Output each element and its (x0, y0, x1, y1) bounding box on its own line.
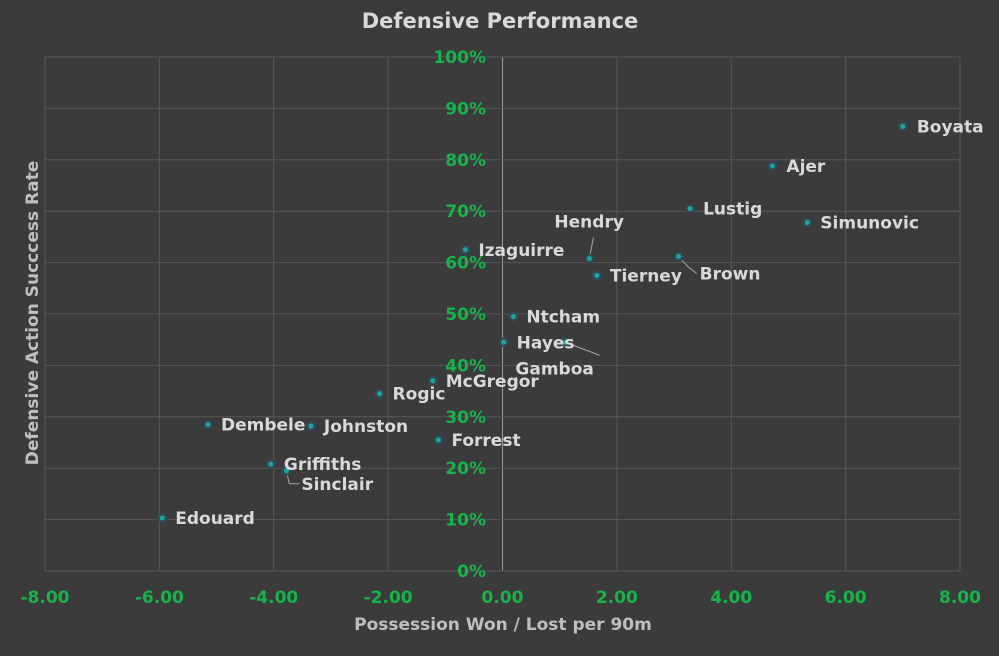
y-tick-label: 30% (445, 408, 486, 428)
point-marker (308, 423, 314, 429)
point-label: Boyata (917, 117, 984, 137)
x-tick-label: 8.00 (939, 588, 981, 608)
point-marker (769, 163, 775, 169)
point-marker (283, 468, 289, 474)
y-tick-label: 80% (445, 151, 486, 171)
y-tick-label: 0% (457, 562, 486, 582)
x-tick-label: -2.00 (364, 588, 413, 608)
y-tick-label: 10% (445, 511, 486, 531)
y-tick-label: 60% (445, 254, 486, 274)
point-marker (687, 206, 693, 212)
point-marker (377, 391, 383, 397)
point-marker (430, 378, 436, 384)
point-marker (562, 339, 568, 345)
leader-line (565, 341, 600, 356)
point-label: Ntcham (526, 308, 600, 328)
y-tick-label: 20% (445, 459, 486, 479)
y-tick-label: 40% (445, 356, 486, 376)
y-tick-label: 100% (433, 48, 486, 68)
point-label: Gamboa (515, 359, 593, 379)
x-axis-title: Possession Won / Lost per 90m (354, 615, 652, 635)
point-marker (435, 437, 441, 443)
x-tick-label: 2.00 (596, 588, 638, 608)
point-label: McGregor (446, 372, 540, 392)
y-tick-label: 50% (445, 305, 486, 325)
point-marker (676, 253, 682, 259)
point-label: Forrest (451, 431, 520, 451)
gridlines (44, 56, 961, 572)
point-label: Johnston (323, 417, 408, 437)
point-marker (462, 247, 468, 253)
point-label: Sinclair (301, 475, 373, 495)
point-label: Brown (700, 264, 761, 284)
x-tick-label: 6.00 (825, 588, 867, 608)
point-label: Dembele (221, 416, 305, 436)
point-label: Hendry (554, 212, 624, 232)
point-marker (804, 220, 810, 226)
point-marker (586, 255, 592, 261)
x-tick-label: -4.00 (249, 588, 298, 608)
x-tick-label: -6.00 (135, 588, 184, 608)
point-marker (501, 339, 507, 345)
point-label: Hayes (517, 333, 575, 353)
point-marker (900, 123, 906, 129)
chart-title: Defensive Performance (362, 9, 639, 33)
point-label: Edouard (175, 509, 255, 529)
point-marker (159, 515, 165, 521)
point-label: Izaguirre (478, 241, 564, 261)
point-label: Griffiths (284, 455, 361, 475)
y-axis-title: Defensive Action Succcess Rate (23, 161, 43, 466)
data-points (157, 121, 908, 524)
point-label: Ajer (786, 157, 826, 177)
y-tick-label: 90% (445, 99, 486, 119)
point-labels: Boyata Ajer Lustig Simunovic Hendry Izaguirre… (175, 117, 983, 529)
point-marker (594, 272, 600, 278)
point-label: Simunovic (820, 214, 919, 234)
point-label: Lustig (703, 200, 762, 220)
x-tick-label: -8.00 (21, 588, 70, 608)
point-marker (205, 422, 211, 428)
point-marker (510, 314, 516, 320)
tick-labels: -8.00 -6.00 -4.00 -2.00 0.00 2.00 4.00 6.00 8.00… (21, 48, 982, 608)
y-tick-label: 70% (445, 202, 486, 222)
point-label: Tierney (610, 266, 682, 286)
x-tick-label: 4.00 (710, 588, 752, 608)
point-marker (268, 461, 274, 467)
point-label: Rogic (393, 385, 446, 405)
x-tick-label: 0.00 (482, 588, 524, 608)
